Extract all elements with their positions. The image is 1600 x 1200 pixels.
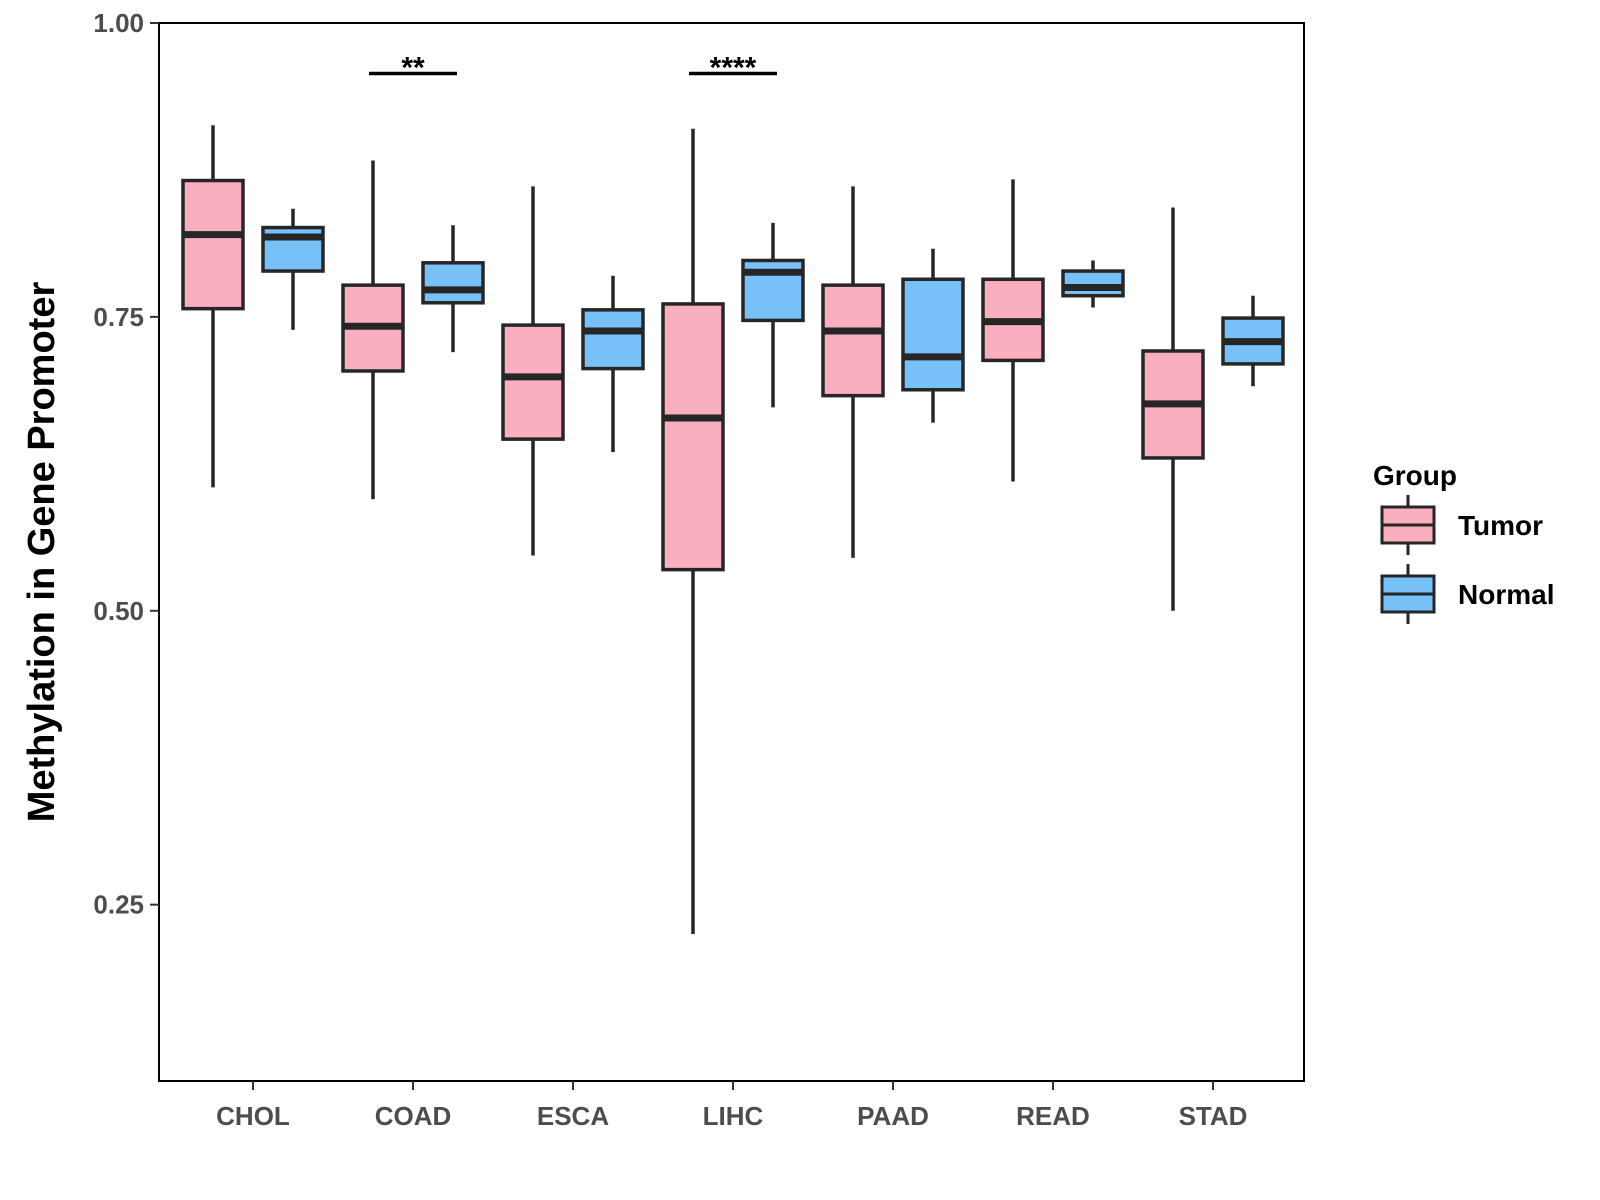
box-iqr: [181, 178, 245, 311]
significance-label: **: [401, 52, 425, 85]
box-normal-esca: [581, 275, 645, 453]
plot-panel: [158, 22, 1305, 1082]
box-normal-chol: [261, 208, 325, 330]
legend-title: Group: [1373, 460, 1457, 491]
box-normal-read: [1061, 260, 1125, 308]
legend-item-normal: Normal: [1380, 564, 1554, 624]
box-tumor-read: [981, 179, 1045, 482]
box-normal-coad: [421, 225, 485, 353]
x-tick-label: ESCA: [537, 1101, 609, 1131]
box-iqr: [1061, 269, 1125, 298]
box-tumor-esca: [501, 186, 565, 556]
x-axis: CHOL COAD ESCA LIHC PAAD READ STAD: [216, 1081, 1247, 1131]
box-tumor-lihc: [661, 128, 725, 935]
y-tick-label: 1.00: [93, 8, 144, 38]
y-axis: 0.25 0.50 0.75 1.00: [93, 8, 159, 920]
box-series: [181, 125, 1285, 935]
box-tumor-paad: [821, 186, 885, 558]
box-normal-paad: [901, 248, 965, 423]
x-tick-label: CHOL: [216, 1101, 290, 1131]
box-tumor-coad: [341, 160, 405, 500]
box-iqr: [821, 283, 885, 398]
box-tumor-stad: [1141, 207, 1205, 611]
significance-annotations: ** ****: [369, 52, 777, 85]
x-tick-label: READ: [1016, 1101, 1090, 1131]
box-normal-stad: [1221, 295, 1285, 387]
legend-item-tumor: Tumor: [1380, 495, 1543, 555]
legend-label-normal: Normal: [1458, 579, 1554, 610]
significance-label: ****: [710, 52, 757, 85]
x-tick-label: COAD: [375, 1101, 452, 1131]
box-tumor-chol: [181, 125, 245, 488]
y-tick-label: 0.75: [93, 302, 144, 332]
y-axis-title: Methylation in Gene Promoter: [21, 282, 63, 823]
legend-label-tumor: Tumor: [1458, 510, 1543, 541]
y-tick-label: 0.50: [93, 596, 144, 626]
legend: Group Tumor Normal: [1373, 460, 1554, 624]
box-normal-lihc: [741, 222, 805, 408]
x-tick-label: LIHC: [703, 1101, 764, 1131]
box-iqr: [901, 277, 965, 392]
box-iqr: [501, 323, 565, 441]
box-iqr: [581, 308, 645, 371]
box-iqr: [421, 261, 485, 305]
x-tick-label: PAAD: [857, 1101, 929, 1131]
x-tick-label: STAD: [1179, 1101, 1248, 1131]
box-iqr: [661, 302, 725, 572]
y-tick-label: 0.25: [93, 890, 144, 920]
